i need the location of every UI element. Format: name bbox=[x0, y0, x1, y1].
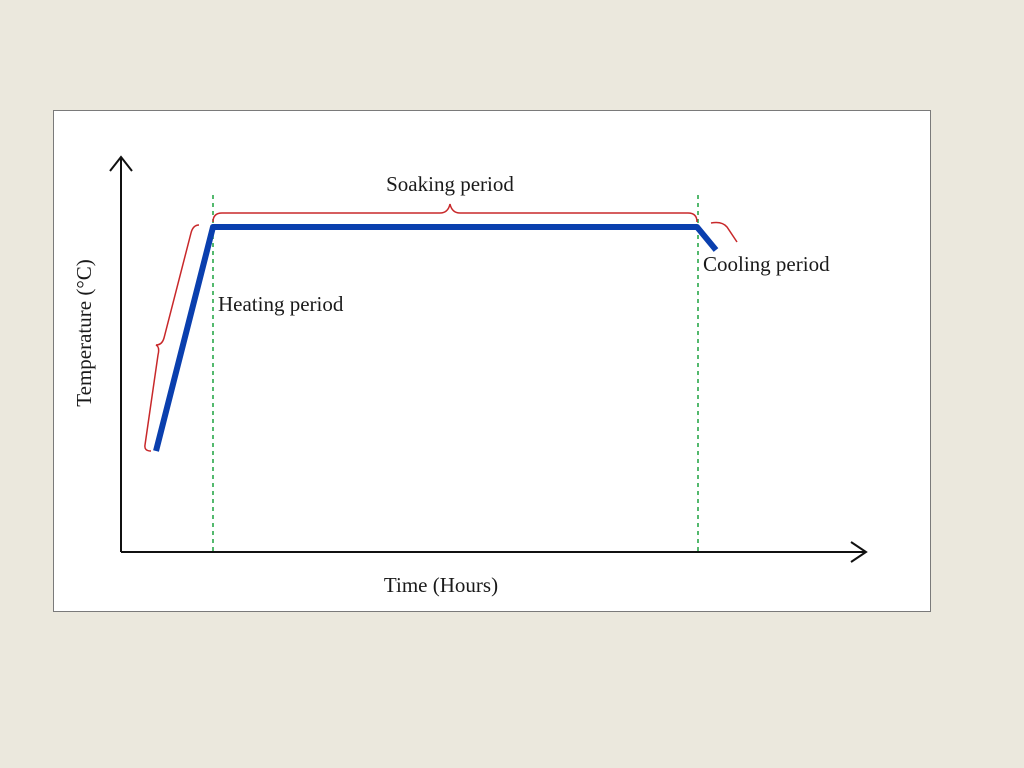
heating-period-label: Heating period bbox=[218, 292, 344, 316]
cooling-brace bbox=[710, 221, 738, 243]
x-axis-arrowhead bbox=[850, 541, 868, 563]
soaking-brace bbox=[212, 203, 698, 223]
heat-treatment-diagram: Soaking period Heating period Cooling pe… bbox=[72, 155, 868, 597]
y-axis-label: Temperature (°C) bbox=[72, 259, 96, 406]
x-axis-label: Time (Hours) bbox=[384, 573, 498, 597]
heating-brace bbox=[144, 224, 200, 452]
cooling-period-label: Cooling period bbox=[703, 252, 830, 276]
y-axis-arrowhead bbox=[109, 155, 133, 172]
soaking-period-label: Soaking period bbox=[386, 172, 514, 196]
temperature-profile-line bbox=[153, 224, 719, 452]
figure-panel: Soaking period Heating period Cooling pe… bbox=[53, 110, 931, 612]
